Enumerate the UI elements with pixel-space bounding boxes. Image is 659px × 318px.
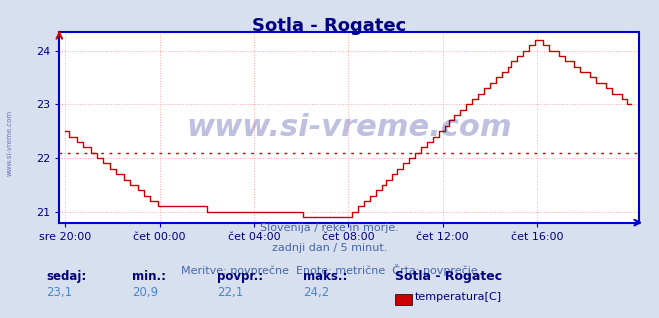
- Text: 23,1: 23,1: [46, 286, 72, 299]
- Text: Meritve: povprečne  Enote: metrične  Črta: povprečje: Meritve: povprečne Enote: metrične Črta:…: [181, 264, 478, 276]
- Text: povpr.:: povpr.:: [217, 270, 264, 283]
- Text: min.:: min.:: [132, 270, 166, 283]
- Text: Sotla - Rogatec: Sotla - Rogatec: [395, 270, 503, 283]
- Text: www.si-vreme.com: www.si-vreme.com: [7, 110, 13, 176]
- Text: temperatura[C]: temperatura[C]: [415, 292, 502, 302]
- Text: 24,2: 24,2: [303, 286, 330, 299]
- Text: zadnji dan / 5 minut.: zadnji dan / 5 minut.: [272, 243, 387, 253]
- Text: Slovenija / reke in morje.: Slovenija / reke in morje.: [260, 223, 399, 232]
- Text: sedaj:: sedaj:: [46, 270, 86, 283]
- Text: 20,9: 20,9: [132, 286, 158, 299]
- Text: 22,1: 22,1: [217, 286, 244, 299]
- Text: Sotla - Rogatec: Sotla - Rogatec: [252, 17, 407, 36]
- Text: www.si-vreme.com: www.si-vreme.com: [186, 113, 512, 142]
- Text: maks.:: maks.:: [303, 270, 347, 283]
